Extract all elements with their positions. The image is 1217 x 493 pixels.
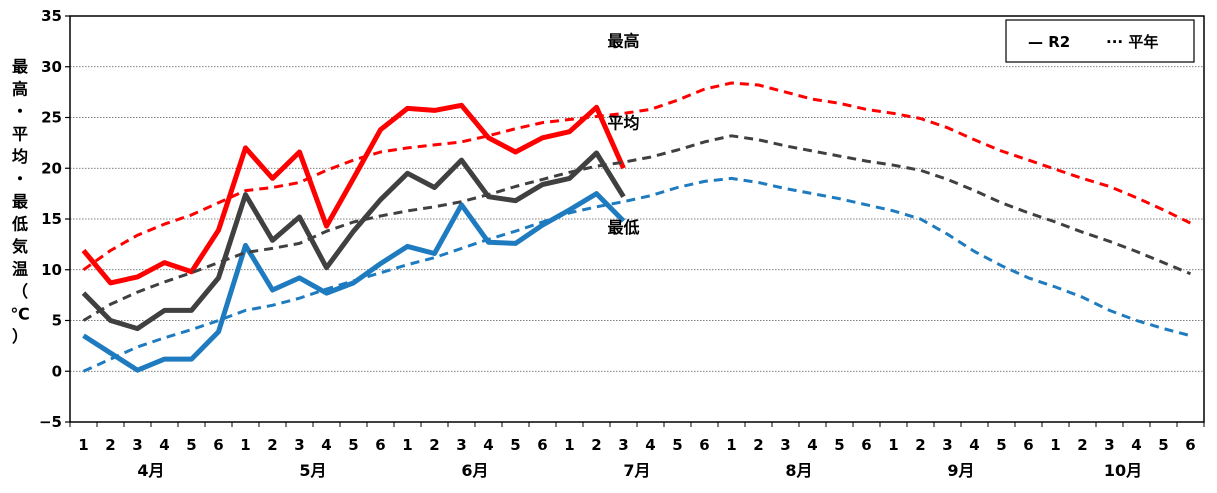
- x-tick-label: 6: [1185, 436, 1195, 454]
- legend-box: [1005, 19, 1195, 63]
- x-tick-label: 5: [996, 436, 1006, 454]
- x-tick-label: 5: [1158, 436, 1168, 454]
- y-tick-label: 10: [41, 261, 62, 279]
- x-tick-label: 1: [1050, 436, 1060, 454]
- y-axis-label-char: 高: [12, 80, 28, 99]
- series-annotation: 最高: [607, 31, 639, 50]
- y-tick-label: −5: [39, 413, 62, 431]
- month-label: 6月: [461, 461, 488, 480]
- y-axis-label-char: 最: [12, 57, 29, 76]
- x-tick-label: 6: [699, 436, 709, 454]
- x-tick-label: 3: [456, 436, 466, 454]
- y-axis-label-char: ℃: [10, 305, 29, 324]
- x-tick-label: 2: [753, 436, 763, 454]
- x-tick-label: 3: [618, 436, 628, 454]
- x-tick-label: 3: [132, 436, 142, 454]
- y-axis-label-char: 平: [12, 125, 28, 144]
- month-label: 9月: [947, 461, 974, 480]
- x-tick-label: 4: [321, 436, 331, 454]
- x-tick-label: 2: [1077, 436, 1087, 454]
- y-axis-label-char: （: [12, 282, 28, 301]
- x-tick-label: 1: [78, 436, 88, 454]
- x-tick-label: 1: [726, 436, 736, 454]
- series-annotation: 平均: [607, 114, 639, 133]
- x-tick-label: 3: [780, 436, 790, 454]
- x-tick-label: 2: [105, 436, 115, 454]
- x-tick-label: 6: [213, 436, 223, 454]
- y-tick-label: 25: [41, 109, 62, 127]
- series-norm-max: [82, 81, 1192, 272]
- x-tick-label: 2: [429, 436, 439, 454]
- month-label: 4月: [137, 461, 164, 480]
- series-norm-min: [82, 176, 1191, 373]
- x-tick-label: 2: [915, 436, 925, 454]
- x-tick-label: 2: [267, 436, 277, 454]
- y-tick-label: 0: [52, 362, 62, 380]
- x-tick-label: 4: [645, 436, 655, 454]
- x-tick-label: 1: [888, 436, 898, 454]
- y-axis-label-char: 均: [12, 147, 28, 166]
- y-tick-label: 35: [41, 7, 62, 25]
- y-axis-label-char: 最: [12, 192, 29, 211]
- x-tick-label: 3: [294, 436, 304, 454]
- month-label: 5月: [299, 461, 326, 480]
- y-tick-label: 30: [41, 58, 62, 76]
- x-tick-label: 6: [537, 436, 547, 454]
- x-tick-label: 2: [591, 436, 601, 454]
- x-tick-label: 5: [186, 436, 196, 454]
- y-tick-label: 20: [41, 159, 62, 177]
- x-tick-label: 6: [861, 436, 871, 454]
- month-label: 7月: [623, 461, 650, 480]
- y-axis-label-char: 気: [12, 237, 28, 256]
- y-tick-label: 15: [41, 210, 62, 228]
- data-series: [81, 81, 1192, 373]
- x-tick-label: 5: [672, 436, 682, 454]
- x-tick-label: 6: [1023, 436, 1033, 454]
- series-r2-max: [81, 102, 626, 286]
- series-annotation: 最低: [607, 218, 639, 237]
- series-r2-avg: [81, 150, 626, 332]
- legend-entry-normal: ··· 平年: [1106, 33, 1158, 51]
- x-tick-label: 6: [375, 436, 385, 454]
- x-tick-label: 1: [564, 436, 574, 454]
- x-tick-label: 4: [483, 436, 493, 454]
- legend: — R2 ··· 平年: [1005, 19, 1195, 63]
- x-tick-label: 5: [348, 436, 358, 454]
- x-tick-label: 5: [834, 436, 844, 454]
- x-tick-label: 3: [942, 436, 952, 454]
- x-tick-label: 1: [402, 436, 412, 454]
- x-tick-label: 4: [969, 436, 979, 454]
- month-label: 10月: [1104, 461, 1142, 480]
- y-axis-label-char: ・: [12, 170, 28, 189]
- x-tick-label: 4: [159, 436, 169, 454]
- x-tick-label: 5: [510, 436, 520, 454]
- y-axis-label-char: ）: [12, 327, 28, 346]
- series-r2-min: [82, 191, 626, 373]
- y-axis-label-char: 低: [11, 215, 28, 234]
- series-norm-avg: [82, 134, 1192, 322]
- x-tick-label: 4: [1131, 436, 1141, 454]
- month-label: 8月: [785, 461, 812, 480]
- x-tick-label: 1: [240, 436, 250, 454]
- x-tick-label: 3: [1104, 436, 1114, 454]
- y-tick-label: 5: [52, 312, 62, 330]
- y-axis-label-char: 温: [11, 260, 28, 279]
- legend-entry-r2: — R2: [1028, 33, 1070, 51]
- y-axis-label-char: ・: [12, 102, 28, 121]
- axes: [65, 15, 1205, 427]
- x-tick-label: 4: [807, 436, 817, 454]
